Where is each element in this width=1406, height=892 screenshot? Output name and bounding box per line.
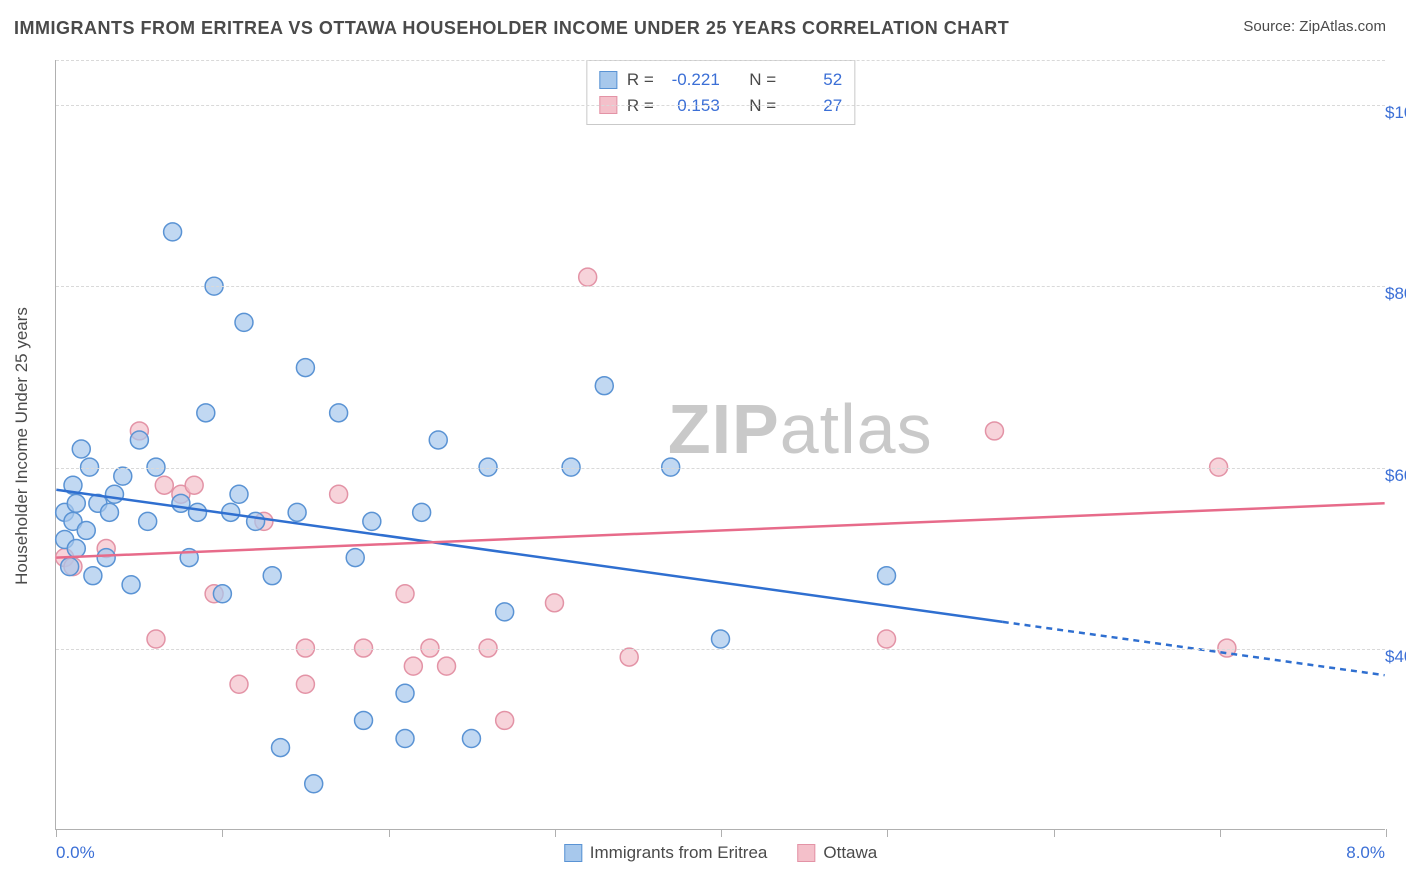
scatter-point [305, 775, 323, 793]
scatter-point [147, 630, 165, 648]
scatter-point [438, 657, 456, 675]
scatter-point [296, 675, 314, 693]
scatter-point [396, 585, 414, 603]
scatter-point [61, 558, 79, 576]
scatter-point [164, 223, 182, 241]
scatter-point [130, 431, 148, 449]
scatter-point [139, 512, 157, 530]
scatter-point [496, 603, 514, 621]
scatter-point [189, 503, 207, 521]
scatter-point [77, 521, 95, 539]
x-axis-min-label: 0.0% [56, 843, 95, 863]
n-value-a: 52 [786, 67, 842, 93]
scatter-point [413, 503, 431, 521]
source-attribution: Source: ZipAtlas.com [1243, 18, 1386, 35]
legend-item-b: Ottawa [797, 843, 877, 863]
scatter-point [272, 739, 290, 757]
scatter-point [97, 549, 115, 567]
scatter-point [429, 431, 447, 449]
scatter-point [396, 684, 414, 702]
scatter-point [72, 440, 90, 458]
scatter-point [396, 730, 414, 748]
scatter-point [878, 567, 896, 585]
x-tick [887, 829, 888, 837]
scatter-point [67, 494, 85, 512]
scatter-point [185, 476, 203, 494]
scatter-point [247, 512, 265, 530]
scatter-point [122, 576, 140, 594]
scatter-point [155, 476, 173, 494]
scatter-point [330, 404, 348, 422]
scatter-point [878, 630, 896, 648]
stats-legend: R = -0.221 N = 52 R = 0.153 N = 27 [586, 60, 855, 125]
gridline [56, 105, 1385, 106]
legend-label-b: Ottawa [823, 843, 877, 863]
scatter-point [985, 422, 1003, 440]
scatter-point [595, 377, 613, 395]
x-axis-max-label: 8.0% [1346, 843, 1385, 863]
x-tick [222, 829, 223, 837]
y-tick-label: $60,000 [1377, 466, 1406, 486]
gridline [56, 649, 1385, 650]
scatter-point [404, 657, 422, 675]
y-tick-label: $80,000 [1377, 284, 1406, 304]
scatter-point [296, 359, 314, 377]
plot-area: ZIPatlas R = -0.221 N = 52 R = 0.153 N =… [55, 60, 1385, 830]
scatter-point [462, 730, 480, 748]
x-tick [56, 829, 57, 837]
source-link[interactable]: ZipAtlas.com [1299, 18, 1386, 35]
scatter-point [712, 630, 730, 648]
scatter-point [363, 512, 381, 530]
legend-swatch-a [564, 844, 582, 862]
scatter-point [67, 540, 85, 558]
scatter-point [288, 503, 306, 521]
scatter-point [197, 404, 215, 422]
source-label: Source: [1243, 18, 1299, 35]
scatter-point [263, 567, 281, 585]
y-tick-label: $40,000 [1377, 647, 1406, 667]
scatter-point [330, 485, 348, 503]
scatter-point [101, 503, 119, 521]
scatter-point [213, 585, 231, 603]
scatter-point [620, 648, 638, 666]
scatter-point [496, 711, 514, 729]
scatter-point [172, 494, 190, 512]
scatter-point [230, 485, 248, 503]
y-axis-title: Householder Income Under 25 years [12, 307, 32, 585]
stats-row-a: R = -0.221 N = 52 [599, 67, 842, 93]
chart-svg [56, 60, 1385, 829]
gridline [56, 286, 1385, 287]
gridline [56, 468, 1385, 469]
x-tick [389, 829, 390, 837]
y-tick-label: $100,000 [1377, 103, 1406, 123]
chart-title: IMMIGRANTS FROM ERITREA VS OTTAWA HOUSEH… [14, 18, 1009, 39]
r-label: R = [627, 67, 654, 93]
x-tick [1386, 829, 1387, 837]
chart-container: IMMIGRANTS FROM ERITREA VS OTTAWA HOUSEH… [0, 0, 1406, 892]
scatter-point [114, 467, 132, 485]
bottom-legend: Immigrants from Eritrea Ottawa [564, 843, 877, 863]
scatter-point [579, 268, 597, 286]
swatch-series-a [599, 71, 617, 89]
x-tick [721, 829, 722, 837]
scatter-point [355, 711, 373, 729]
x-tick [1220, 829, 1221, 837]
scatter-point [84, 567, 102, 585]
scatter-point [545, 594, 563, 612]
scatter-point [105, 485, 123, 503]
x-tick [1054, 829, 1055, 837]
scatter-point [346, 549, 364, 567]
legend-item-a: Immigrants from Eritrea [564, 843, 768, 863]
legend-label-a: Immigrants from Eritrea [590, 843, 768, 863]
scatter-point [230, 675, 248, 693]
scatter-point [235, 313, 253, 331]
n-label: N = [749, 67, 776, 93]
x-tick [555, 829, 556, 837]
legend-swatch-b [797, 844, 815, 862]
gridline [56, 60, 1385, 61]
r-value-a: -0.221 [664, 67, 720, 93]
